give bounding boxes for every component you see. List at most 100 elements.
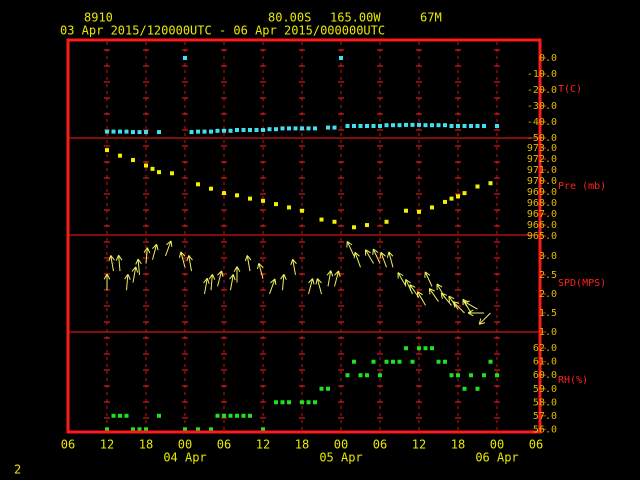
y-tick-label: 973.0 [527, 143, 557, 154]
data-point [345, 124, 350, 128]
data-point [235, 413, 239, 418]
x-tick-label: 06 [373, 438, 387, 452]
data-point [326, 125, 330, 130]
data-point [280, 126, 285, 131]
data-point [449, 196, 454, 201]
data-point [384, 219, 389, 224]
wind-arrow [165, 240, 173, 257]
data-point [105, 148, 109, 153]
data-point [306, 126, 311, 131]
wind-arrow [233, 266, 241, 283]
data-point [332, 219, 337, 224]
y-tick-label: 59.0 [533, 384, 557, 395]
wind-arrow [452, 301, 465, 314]
data-point [261, 198, 265, 203]
x-tick-label: 18 [451, 438, 465, 452]
y-tick-label: 60.0 [533, 370, 557, 381]
wind-arrow [103, 273, 111, 291]
data-point [430, 346, 434, 351]
data-point [319, 217, 324, 222]
elevation: 67M [420, 11, 442, 25]
data-point [391, 123, 395, 128]
data-point [332, 125, 337, 130]
wind-arrow [115, 254, 123, 272]
data-point [443, 359, 447, 364]
date-label: 05 Apr [319, 451, 362, 465]
data-point [196, 182, 200, 187]
x-tick-label: 18 [139, 438, 153, 452]
data-point [248, 413, 252, 418]
y-tick-label: 61.0 [533, 357, 557, 368]
marks [103, 56, 499, 432]
data-point [430, 205, 434, 210]
data-point [475, 386, 480, 391]
wind-arrow [178, 251, 186, 268]
data-point [300, 400, 304, 405]
y-tick-label: 57.0 [533, 411, 557, 422]
y-tick-label: 967.0 [527, 209, 557, 220]
wind-arrow [334, 270, 341, 287]
data-point [170, 171, 174, 176]
data-point [488, 359, 493, 364]
data-point [144, 130, 148, 135]
data-point [274, 127, 278, 132]
wind-arrow [256, 262, 264, 279]
data-point [319, 386, 324, 391]
data-point [352, 225, 356, 230]
data-point [423, 123, 428, 128]
data-point [495, 373, 499, 378]
x-tick-label: 06 [61, 438, 75, 452]
data-point [118, 153, 122, 158]
data-point [144, 427, 148, 432]
data-point [150, 166, 155, 171]
wind-arrow [131, 266, 139, 283]
data-point [443, 123, 447, 128]
panel-label: SPD(MPS) [558, 278, 606, 289]
data-point [118, 129, 122, 134]
plot-frame [66, 38, 542, 434]
data-point [482, 124, 486, 128]
data-point [196, 129, 200, 134]
y-tick-label: -10.0 [527, 69, 557, 80]
data-point [449, 124, 454, 128]
panel-label: RH(%) [558, 375, 588, 386]
data-point [105, 129, 109, 134]
data-point [397, 123, 402, 128]
page-number: 2 [14, 463, 21, 477]
y-tick-label: 965.0 [527, 231, 557, 242]
wind-arrow [353, 251, 361, 268]
data-point [365, 124, 369, 128]
y-tick-label: 3.0 [539, 251, 557, 262]
data-point [131, 158, 135, 163]
data-point [287, 126, 291, 131]
wind-arrow [143, 247, 151, 264]
data-point [436, 359, 441, 364]
data-point [469, 124, 473, 128]
panel-label: T(C) [558, 84, 582, 95]
y-tick-label: 970.0 [527, 176, 557, 187]
data-point [430, 123, 434, 128]
y-tick-label: -40.0 [527, 117, 557, 128]
x-tick-label: 06 [217, 438, 231, 452]
latitude: 80.00S [268, 11, 311, 25]
data-point [183, 427, 187, 432]
data-point [313, 126, 317, 131]
data-point [365, 223, 369, 228]
data-point [417, 209, 421, 214]
data-point [235, 193, 239, 198]
data-point [436, 123, 441, 128]
x-tick-label: 00 [490, 438, 504, 452]
data-point [183, 56, 187, 60]
data-point [358, 124, 363, 128]
wind-arrow [203, 277, 210, 295]
wind-arrow [244, 255, 252, 272]
date-label: 06 Apr [475, 451, 518, 465]
data-point [313, 400, 317, 405]
data-point [371, 124, 376, 128]
wind-arrow [229, 274, 236, 291]
data-point [384, 123, 389, 128]
wind-arrow [208, 273, 216, 291]
data-point [222, 191, 226, 196]
data-point [196, 427, 200, 432]
data-point [475, 124, 480, 128]
